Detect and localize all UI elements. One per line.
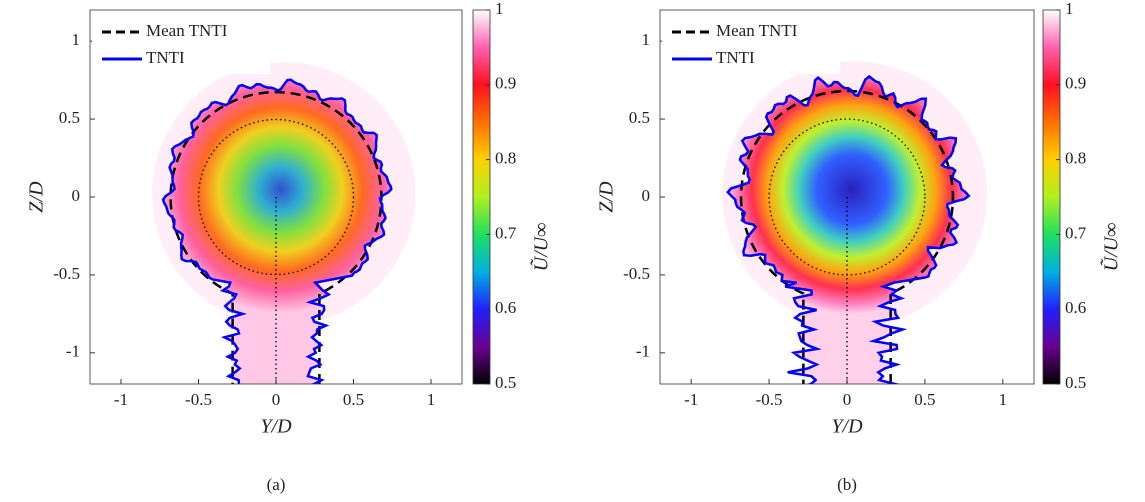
y-tick-label: 0 (642, 186, 651, 205)
x-axis-label: Y/D (831, 416, 863, 438)
x-tick-label: -1 (684, 390, 698, 409)
colorbar (1042, 9, 1061, 385)
panel: -1 -0.5 0 0.5 1 -1 -0.5 0 0.5 1 Y/D Z/D (b) Mean TNTI… (596, 0, 1123, 494)
y-axis-label: Z/D (26, 181, 48, 213)
y-tick-label: 1 (72, 30, 81, 49)
colorbar-tick-label: 0.7 (1065, 223, 1087, 242)
colorbar-tick-label: 0.5 (1065, 373, 1086, 392)
x-tick-label: -0.5 (185, 390, 212, 409)
tnti (161, 78, 393, 384)
velocity-field (163, 79, 392, 384)
y-tick-label: 0.5 (59, 108, 80, 127)
colorbar-tick-label: 1 (1065, 0, 1074, 18)
y-tick-label: -1 (636, 342, 650, 361)
legend-label: Mean TNTI (146, 21, 228, 40)
colorbar-tick-label: 0.9 (1065, 74, 1086, 93)
colorbar (472, 9, 491, 385)
colorbar-label: Ũ/U∞ (529, 223, 553, 272)
mean-tnti (169, 90, 383, 384)
y-tick-label: 1 (642, 30, 651, 49)
colorbar-tick-label: 0.6 (495, 298, 516, 317)
legend-box (92, 12, 270, 74)
colorbar-tick-label: 1 (495, 0, 504, 18)
x-tick-label: -1 (114, 390, 128, 409)
colorbar-tick-label: 0.8 (495, 149, 516, 168)
mean-tnti (739, 89, 955, 384)
colorbar-tick-label: 0.6 (1065, 298, 1086, 317)
x-tick-label: 0.5 (914, 390, 935, 409)
legend-label: Mean TNTI (716, 21, 798, 40)
x-tick-label: 0 (272, 390, 281, 409)
legend-label: TNTI (146, 48, 185, 67)
x-tick-label: 1 (999, 390, 1008, 409)
legend-label: TNTI (716, 48, 755, 67)
x-tick-label: -0.5 (756, 390, 783, 409)
plot-area (152, 62, 416, 384)
legend-box (662, 12, 840, 74)
colorbar-tick-label: 0.7 (495, 223, 517, 242)
velocity-field (727, 76, 969, 384)
y-tick-label: 0 (72, 186, 81, 205)
y-tick-label: 0.5 (629, 108, 650, 127)
colorbar-tick-label: 0.5 (495, 373, 516, 392)
x-tick-label: 0 (843, 390, 852, 409)
x-tick-label: 0.5 (343, 390, 364, 409)
y-axis-label: Z/D (596, 181, 618, 213)
x-tick-label: 1 (427, 390, 436, 409)
y-tick-label: -1 (66, 342, 80, 361)
panel-label: (b) (837, 475, 857, 494)
panel: -1 -0.5 0 0.5 1 -1 -0.5 0 0.5 1 Y/D Z/D (a) Mean TNTI… (26, 0, 553, 494)
plot-area (722, 61, 988, 384)
panel-label: (a) (267, 475, 286, 494)
x-axis-label: Y/D (260, 416, 292, 438)
colorbar-tick-label: 0.9 (495, 74, 516, 93)
colorbar-tick-label: 0.8 (1065, 149, 1086, 168)
colorbar-label: Ũ/U∞ (1099, 223, 1123, 272)
tnti (726, 74, 971, 384)
y-tick-label: -0.5 (53, 264, 80, 283)
y-tick-label: -0.5 (623, 264, 650, 283)
